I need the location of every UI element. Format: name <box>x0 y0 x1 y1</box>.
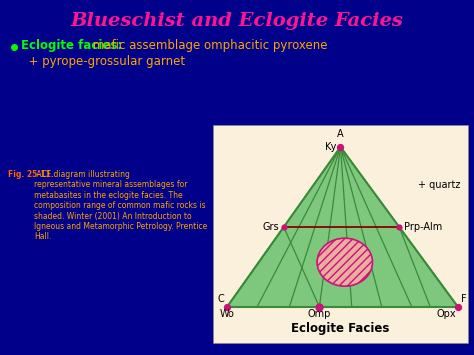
Bar <box>213 125 468 343</box>
Text: Omp: Omp <box>308 309 331 319</box>
Ellipse shape <box>317 238 373 286</box>
Text: + quartz: + quartz <box>418 180 460 190</box>
Text: ACF diagram illustrating
representative mineral assemblages for
metabasites in t: ACF diagram illustrating representative … <box>34 170 207 241</box>
Text: Fig. 25-11.: Fig. 25-11. <box>8 170 54 179</box>
Point <box>280 224 288 230</box>
Polygon shape <box>227 147 458 307</box>
Point <box>395 224 403 230</box>
Point <box>316 304 323 310</box>
Text: + pyrope-grossular garnet: + pyrope-grossular garnet <box>21 55 185 67</box>
Text: Opx: Opx <box>437 309 456 319</box>
Text: Prp-Alm: Prp-Alm <box>404 222 443 232</box>
Text: A: A <box>337 129 344 139</box>
Text: C: C <box>217 294 224 304</box>
Text: Wo: Wo <box>219 309 235 319</box>
Text: Ky: Ky <box>325 142 337 152</box>
Text: Blueschist and Eclogite Facies: Blueschist and Eclogite Facies <box>71 12 403 30</box>
Point <box>454 304 462 310</box>
Text: Eclogite facies:: Eclogite facies: <box>21 39 122 53</box>
Text: Grs: Grs <box>262 222 279 232</box>
Text: F: F <box>461 294 466 304</box>
Point <box>337 144 344 150</box>
Text: Eclogite Facies: Eclogite Facies <box>292 322 390 335</box>
Point <box>223 304 231 310</box>
Text: mafic assemblage omphacitic pyroxene: mafic assemblage omphacitic pyroxene <box>89 39 328 53</box>
